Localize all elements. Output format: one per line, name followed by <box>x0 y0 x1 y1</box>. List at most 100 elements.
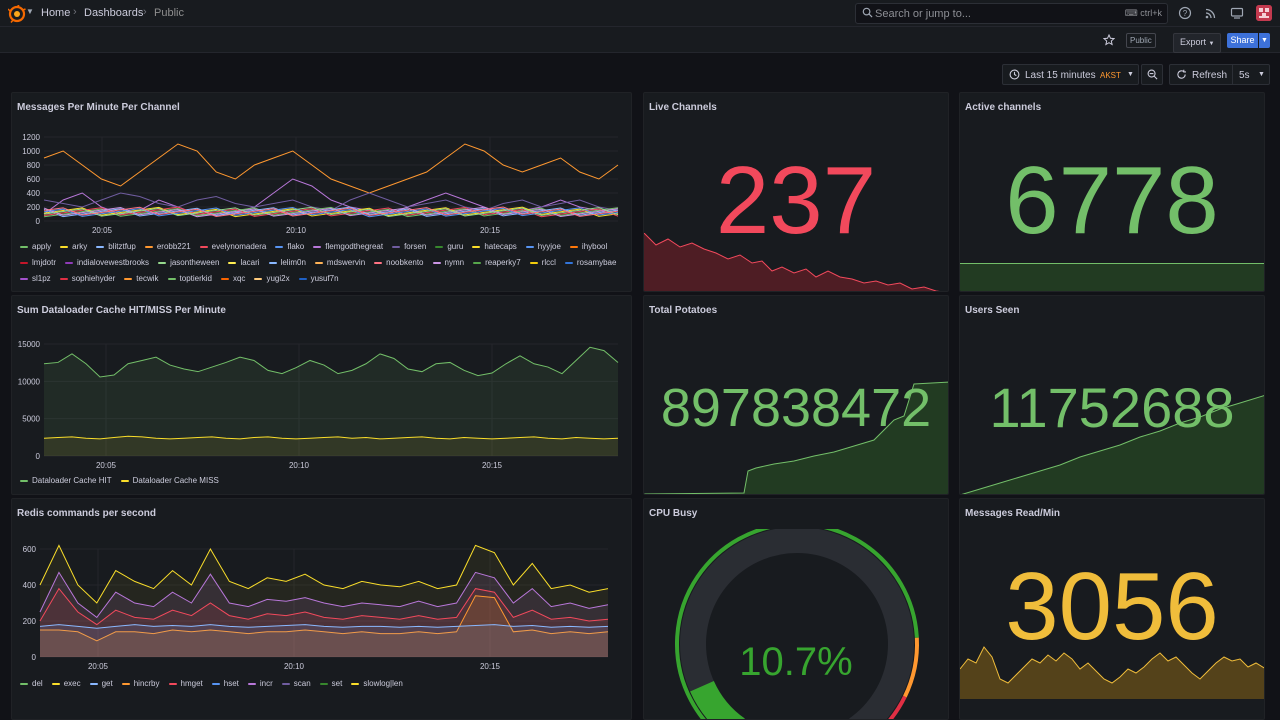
stat-value: 11752688 <box>989 376 1235 439</box>
y-tick-label: 600 <box>27 175 41 184</box>
breadcrumb-dashboards[interactable]: Dashboards <box>84 7 144 19</box>
panel-users-seen[interactable]: Users Seen 11752688 <box>959 295 1265 495</box>
breadcrumb-home[interactable]: Home <box>41 7 71 19</box>
panel-messages-read[interactable]: Messages Read/Min 3056 <box>959 498 1265 720</box>
legend-item[interactable]: flemgodthegreat <box>313 239 383 255</box>
legend-item[interactable]: guru <box>435 239 463 255</box>
panel-messages-per-minute[interactable]: Messages Per Minute Per Channel 0 200 400 6… <box>11 92 632 292</box>
timeseries-graph[interactable]: 0 5000 10000 15000 20:05 20:10 20:15 <box>12 326 632 476</box>
legend-item[interactable]: lacari <box>228 255 260 271</box>
tv-icon[interactable] <box>1230 6 1244 20</box>
legend-item[interactable]: reaperky7 <box>473 255 521 271</box>
legend-swatch <box>432 261 441 264</box>
legend-item[interactable]: mdswervin <box>314 255 366 271</box>
grafana-logo-icon[interactable] <box>8 5 26 23</box>
legend-label: tecwik <box>136 274 159 283</box>
export-button[interactable]: Export ▼ <box>1173 33 1222 53</box>
rss-icon[interactable] <box>1204 6 1218 20</box>
legend-item[interactable]: forsen <box>392 239 426 255</box>
legend-label: rosamybae <box>576 258 617 267</box>
panel-total-potatoes[interactable]: Total Potatoes 897838472 <box>643 295 949 495</box>
legend-item[interactable]: evelynomadera <box>199 239 266 255</box>
legend-swatch <box>59 277 68 280</box>
legend-item[interactable]: nymn <box>432 255 464 271</box>
timeseries-graph[interactable]: 0 200 400 600 20:05 20:10 20:15 <box>12 529 632 679</box>
legend-item[interactable]: scan <box>281 676 311 692</box>
legend-item[interactable]: Dataloader Cache MISS <box>120 473 219 489</box>
legend-item[interactable]: set <box>319 676 342 692</box>
legend-item[interactable]: slowlog|len <box>351 676 403 692</box>
legend-item[interactable]: tecwik <box>124 271 159 287</box>
series-line <box>39 624 609 629</box>
refresh-button[interactable]: Refresh 5s ▼ <box>1169 64 1270 85</box>
legend-item[interactable]: lmjdotr <box>20 255 56 271</box>
legend-label: apply <box>32 242 52 251</box>
sparkline <box>960 646 1264 699</box>
help-icon[interactable]: ? <box>1178 6 1192 20</box>
series-line <box>43 206 619 218</box>
legend-item[interactable]: hset <box>211 676 239 692</box>
legend-item[interactable]: get <box>89 676 113 692</box>
avatar[interactable] <box>1256 5 1272 21</box>
legend-label: mdswervin <box>326 258 366 267</box>
share-button[interactable]: Share <box>1227 33 1258 48</box>
panel-cpu-busy[interactable]: CPU Busy 10.7% <box>643 498 949 720</box>
legend-item[interactable]: hatecaps <box>472 239 517 255</box>
svg-text:?: ? <box>1183 9 1188 18</box>
gauge <box>675 529 919 719</box>
legend-item[interactable]: ihybool <box>569 239 607 255</box>
timeseries-graph[interactable]: 0 200 400 600 800 1000 1200 20:05 20:10 20:15 <box>12 123 632 233</box>
legend-item[interactable]: erobb221 <box>144 239 191 255</box>
share-menu-chevron-icon[interactable]: ▼ <box>1259 33 1270 48</box>
y-tick-label: 400 <box>27 189 41 198</box>
y-tick-label: 600 <box>23 545 37 554</box>
legend-item[interactable]: hincrby <box>121 676 160 692</box>
series-line <box>43 435 619 440</box>
legend-item[interactable]: hmget <box>168 676 203 692</box>
search-input[interactable]: Search or jump to... ⌨ ctrl+k <box>855 3 1168 24</box>
panel-dataloader-cache[interactable]: Sum Dataloader Cache HIT/MISS Per Minute… <box>11 295 632 495</box>
panel-title: Sum Dataloader Cache HIT/MISS Per Minute <box>17 305 226 316</box>
legend-label: hincrby <box>133 679 160 688</box>
menu-chevron-icon[interactable]: ▼ <box>26 7 34 16</box>
legend-item[interactable]: blitztfup <box>96 239 136 255</box>
panel-redis-commands[interactable]: Redis commands per second 0 200 400 600 20:0… <box>11 498 632 720</box>
legend-item[interactable]: exec <box>51 676 81 692</box>
legend-item[interactable]: toptierkid <box>167 271 212 287</box>
legend-item[interactable]: jasontheween <box>158 255 219 271</box>
legend-item[interactable]: rosamybae <box>564 255 617 271</box>
legend-item[interactable]: lelim0n <box>268 255 306 271</box>
y-tick-label: 1200 <box>22 133 40 142</box>
series-line <box>43 143 619 194</box>
legend-label: erobb221 <box>156 242 191 251</box>
legend-item[interactable]: yugi2x <box>254 271 290 287</box>
legend-swatch <box>220 277 229 280</box>
legend-label: sl1pz <box>32 274 51 283</box>
panel-live-channels[interactable]: Live Channels 237 <box>643 92 949 292</box>
gauge-value: 10.7% <box>739 640 853 684</box>
legend-item[interactable]: noobkento <box>374 255 424 271</box>
x-tick-label: 20:05 <box>88 662 109 671</box>
zoom-out-button[interactable] <box>1141 64 1163 85</box>
legend-swatch <box>89 682 98 685</box>
legend-item[interactable]: sophiehyder <box>59 271 115 287</box>
legend-item[interactable]: apply <box>20 239 51 255</box>
breadcrumb-separator-icon: › <box>143 6 147 18</box>
legend-item[interactable]: yusuf7n <box>298 271 339 287</box>
panel-active-channels[interactable]: Active channels 6778 <box>959 92 1265 292</box>
legend-item[interactable]: del <box>20 676 43 692</box>
legend-item[interactable]: flako <box>275 239 304 255</box>
legend-item[interactable]: xqc <box>220 271 245 287</box>
legend-item[interactable]: Dataloader Cache HIT <box>20 473 112 489</box>
legend-item[interactable]: sl1pz <box>20 271 51 287</box>
legend-item[interactable]: hyyjoe <box>525 239 561 255</box>
timezone-label: AKST <box>1100 71 1121 80</box>
legend-item[interactable]: incr <box>247 676 273 692</box>
star-icon[interactable] <box>1103 34 1115 46</box>
legend-item[interactable]: arky <box>60 239 87 255</box>
legend-label: Dataloader Cache HIT <box>32 476 112 485</box>
time-range-picker[interactable]: Last 15 minutes AKST ▼ <box>1002 64 1139 85</box>
legend-item[interactable]: rlccl <box>529 255 556 271</box>
legend-item[interactable]: indialovewestbrooks <box>65 255 149 271</box>
legend-label: toptierkid <box>179 274 212 283</box>
